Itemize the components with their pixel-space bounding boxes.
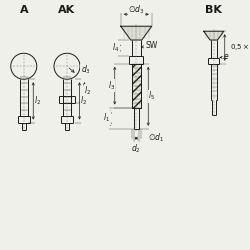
Text: SW: SW [145, 41, 158, 50]
Text: B: B [132, 5, 140, 15]
Text: $0{,}5 \times d_2$: $0{,}5 \times d_2$ [230, 42, 250, 52]
Text: $l_2$: $l_2$ [80, 94, 87, 107]
Text: $\varnothing d_3$: $\varnothing d_3$ [128, 4, 144, 16]
Text: $l_3$: $l_3$ [108, 80, 115, 92]
Bar [132, 64, 141, 108]
Text: $l_1$: $l_1$ [103, 112, 110, 124]
Text: A: A [20, 5, 28, 15]
Text: $e$: $e$ [223, 52, 229, 60]
Text: $d_3$: $d_3$ [81, 64, 90, 76]
Text: $\varnothing d_1$: $\varnothing d_1$ [148, 132, 164, 144]
Text: $l_2$: $l_2$ [84, 84, 91, 97]
Polygon shape [204, 31, 224, 40]
Text: AK: AK [58, 5, 76, 15]
Text: $l_5$: $l_5$ [148, 90, 156, 102]
Text: $d_2$: $d_2$ [132, 143, 141, 155]
Text: BK: BK [205, 5, 222, 15]
Polygon shape [121, 26, 152, 40]
Text: $l_2$: $l_2$ [34, 94, 41, 107]
Text: $l_4$: $l_4$ [112, 42, 119, 54]
